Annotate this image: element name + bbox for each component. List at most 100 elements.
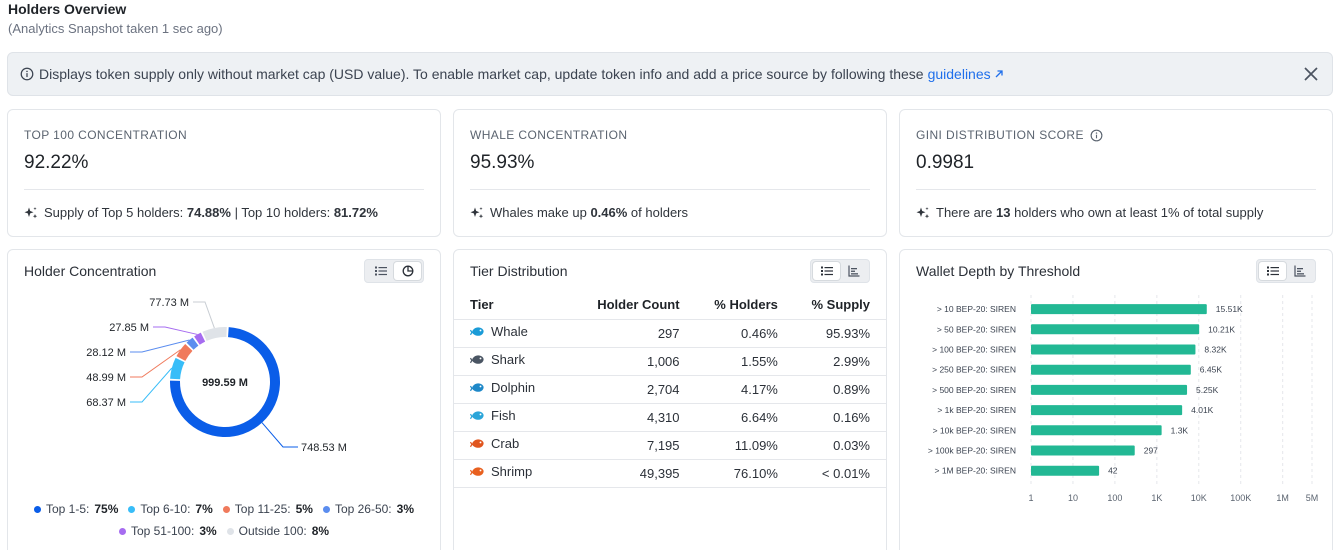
legend-item[interactable]: Top 6-10: 7% [128, 502, 213, 516]
page-subtitle: (Analytics Snapshot taken 1 sec ago) [8, 21, 223, 36]
bar-chart-icon [1293, 265, 1305, 277]
shrimp-icon [470, 467, 484, 476]
y-category-label: > 500 BEP-20: SIREN [932, 385, 1016, 395]
legend-item[interactable]: Top 51-100: 3% [118, 524, 217, 538]
info-circle-icon [20, 67, 34, 81]
fish-icon [470, 411, 484, 420]
depth-bar[interactable] [1031, 364, 1191, 375]
y-category-label: > 100k BEP-20: SIREN [928, 446, 1016, 456]
depth-bar[interactable] [1031, 344, 1196, 355]
callout-line [130, 339, 190, 353]
table-cell: 0.16% [793, 403, 886, 432]
chart-view-button[interactable] [840, 262, 867, 280]
chart-view-button[interactable] [1286, 262, 1313, 280]
tier-label: Whale [491, 324, 528, 339]
y-category-label: > 250 BEP-20: SIREN [932, 365, 1016, 375]
info-circle-icon[interactable] [1090, 129, 1103, 142]
legend-item[interactable]: Top 11-25: 5% [222, 502, 313, 516]
callout-label: 28.12 M [86, 347, 126, 359]
table-row: Shrimp 49,395 76.10% < 0.01% [454, 459, 886, 488]
legend-label: Outside 100: [238, 524, 307, 538]
table-cell: 6.64% [695, 403, 794, 432]
donut-segment[interactable] [202, 327, 227, 342]
tier-label: Shark [491, 352, 525, 367]
table-row: Crab 7,195 11.09% 0.03% [454, 431, 886, 460]
stat-label: WHALE CONCENTRATION [470, 128, 628, 142]
bar-value-label: 297 [1144, 446, 1158, 456]
legend-value: 3% [396, 502, 414, 516]
callout-label: 27.85 M [109, 322, 149, 334]
crab-icon [470, 439, 484, 448]
bar-value-label: 42 [1108, 466, 1118, 476]
stat-card-gini: GINI DISTRIBUTION SCORE 0.9981 There are… [899, 109, 1333, 237]
legend-dot [33, 505, 41, 513]
depth-bar[interactable] [1031, 445, 1135, 456]
donut-segment[interactable] [170, 327, 280, 437]
table-cell: 95.93% [793, 319, 886, 348]
donut-segment[interactable] [170, 357, 185, 380]
holder-concentration-panel: Holder Concentration 999.59 M 748.53 M 68.… [7, 249, 441, 550]
x-tick-label: 5M [1306, 493, 1319, 503]
list-icon [1266, 266, 1279, 276]
depth-bar[interactable] [1031, 465, 1100, 476]
callout-label: 48.99 M [86, 372, 126, 384]
donut-legend: Top 1-5: 75% Top 6-10: 7% Top 11-25: 5% Top 26… [8, 502, 440, 516]
legend-dot [222, 505, 230, 513]
legend-item[interactable]: Top 26-50: 3% [322, 502, 414, 516]
chart-view-button[interactable] [394, 262, 421, 280]
column-header[interactable]: % Holders [695, 291, 794, 320]
y-category-label: > 1M BEP-20: SIREN [935, 466, 1017, 476]
legend-label: Top 51-100: [130, 524, 195, 538]
column-header[interactable]: Tier [454, 291, 574, 320]
column-header[interactable]: % Supply [793, 291, 886, 320]
donut-segment[interactable] [186, 337, 199, 350]
bar-value-label: 1.3K [1171, 425, 1189, 435]
close-banner-button[interactable] [1300, 63, 1322, 85]
stat-card-top100: TOP 100 CONCENTRATION 92.22% Supply of T… [7, 109, 441, 237]
y-category-label: > 100 BEP-20: SIREN [932, 345, 1016, 355]
legend-value: 3% [199, 524, 217, 538]
legend-label: Top 26-50: [334, 502, 392, 516]
callout-line [130, 367, 173, 403]
list-view-button[interactable] [813, 262, 840, 280]
wallet-depth-panel: Wallet Depth by Threshold 1 10 100 1K 10K 100… [899, 249, 1333, 550]
whale-icon [470, 327, 484, 336]
tier-label: Fish [491, 408, 516, 423]
x-tick-label: 10K [1191, 493, 1207, 503]
guidelines-link[interactable]: guidelines [928, 66, 1004, 82]
x-tick-label: 1K [1151, 493, 1162, 503]
depth-bar[interactable] [1031, 405, 1183, 416]
table-row: Dolphin 2,704 4.17% 0.89% [454, 375, 886, 404]
table-cell: 0.89% [793, 375, 886, 404]
view-toggle [1256, 259, 1316, 283]
legend-item[interactable]: Outside 100: 8% [226, 524, 329, 538]
table-cell: 2.99% [793, 347, 886, 376]
legend-item[interactable]: Top 1-5: 75% [33, 502, 118, 516]
list-view-button[interactable] [367, 262, 394, 280]
donut-segment[interactable] [194, 332, 206, 345]
legend-label: Top 11-25: [234, 502, 291, 516]
tier-cell: Crab [454, 431, 574, 460]
stat-note: There are 13 holders who own at least 1%… [916, 205, 1316, 220]
pie-chart-icon [402, 265, 413, 277]
sparkles-icon [470, 206, 484, 218]
stat-value: 0.9981 [916, 152, 975, 173]
table-cell: 1,006 [574, 347, 696, 376]
depth-bar[interactable] [1031, 304, 1207, 315]
depth-bar[interactable] [1031, 324, 1200, 335]
x-tick-label: 10 [1068, 493, 1078, 503]
donut-segment[interactable] [176, 343, 193, 361]
close-icon[interactable] [1303, 66, 1319, 82]
view-toggle [810, 259, 870, 283]
panel-title: Tier Distribution [470, 263, 568, 279]
column-header[interactable]: Holder Count [574, 291, 696, 320]
bar-value-label: 5.25K [1196, 385, 1219, 395]
bar-value-label: 6.45K [1200, 365, 1223, 375]
depth-bar[interactable] [1031, 425, 1162, 436]
table-cell: 1.55% [695, 347, 794, 376]
table-cell: 11.09% [695, 431, 794, 460]
depth-bar[interactable] [1031, 384, 1188, 395]
list-view-button[interactable] [1259, 262, 1286, 280]
y-category-label: > 50 BEP-20: SIREN [937, 324, 1016, 334]
table-cell: 7,195 [574, 431, 696, 460]
